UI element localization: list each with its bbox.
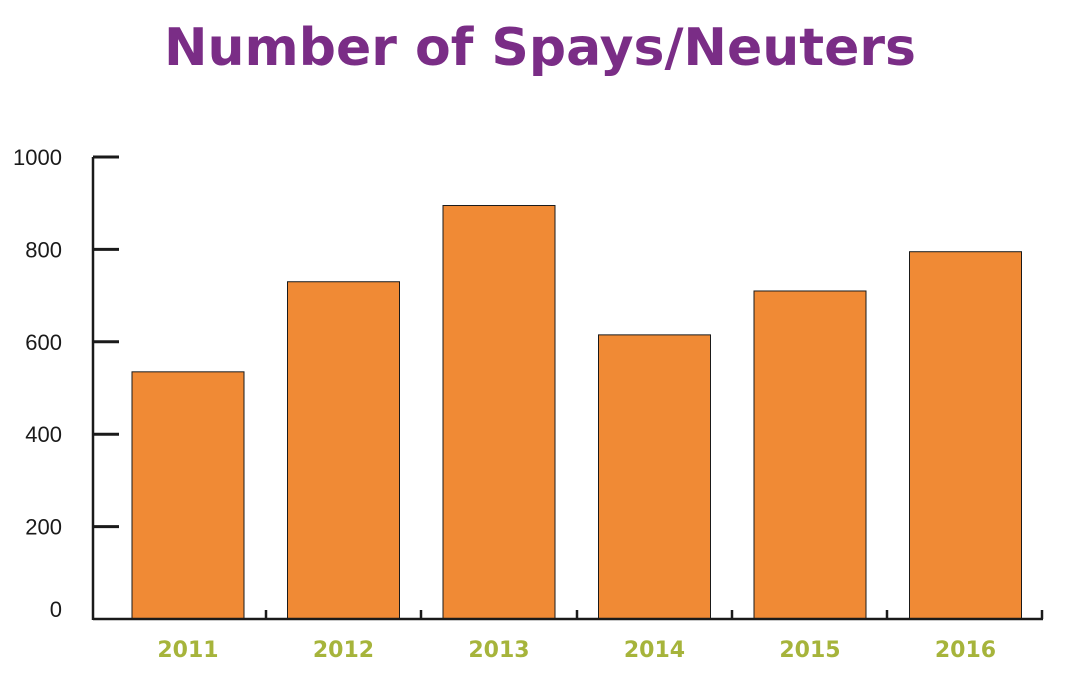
y-tick-label-400: 400: [25, 422, 62, 447]
x-tick-label-2016: 2016: [935, 638, 996, 663]
x-tick-label-2015: 2015: [779, 638, 840, 663]
axes-group: [91, 155, 1044, 621]
bar-2015: [753, 290, 867, 620]
x-tick-labels: 2011 2012 2013 2014 2015 2016: [157, 638, 996, 663]
bars-group: [131, 205, 1022, 620]
y-tick-label-0: 0: [50, 597, 62, 622]
y-tick-labels: 0 200 400 600 800 1000: [13, 145, 62, 622]
y-tick-label-1000: 1000: [13, 145, 62, 170]
bar-2014: [598, 334, 711, 620]
y-tick-label-600: 600: [25, 330, 62, 355]
bar-2016: [909, 251, 1022, 620]
x-tick-label-2014: 2014: [624, 638, 685, 663]
y-tick-label-800: 800: [25, 237, 62, 262]
bar-2013: [442, 205, 556, 620]
x-tick-label-2012: 2012: [313, 638, 374, 663]
chart-title: Number of Spays/Neuters: [164, 18, 916, 78]
x-tick-label-2011: 2011: [157, 638, 218, 663]
y-tick-label-200: 200: [25, 515, 62, 540]
x-tick-label-2013: 2013: [468, 638, 529, 663]
bar-2012: [287, 281, 400, 620]
bar-2011: [131, 371, 245, 620]
